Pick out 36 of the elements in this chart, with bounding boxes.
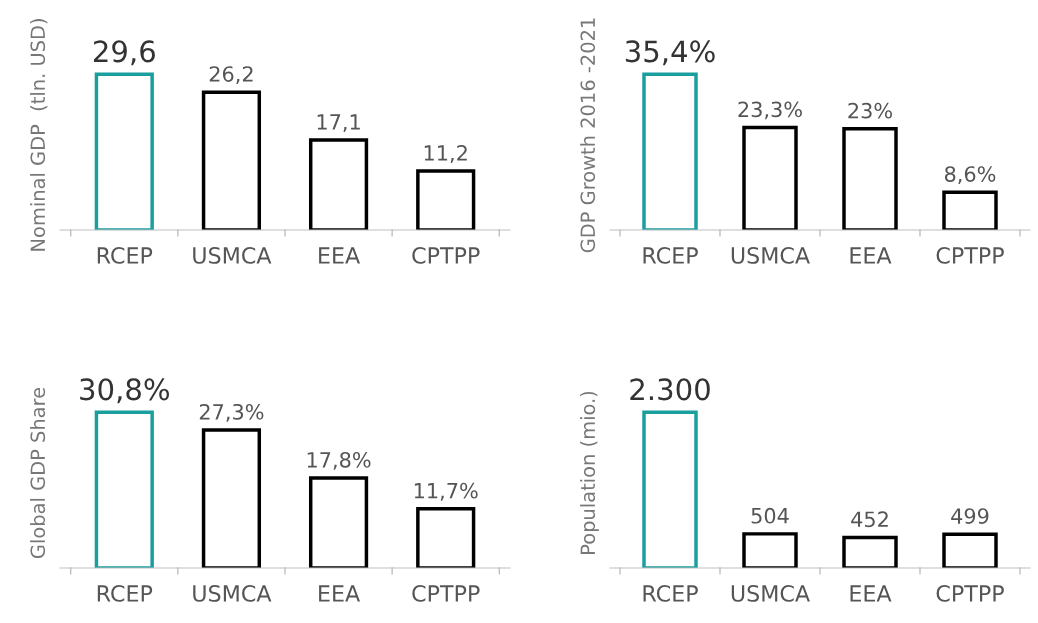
- data-label: 26,2: [209, 66, 253, 85]
- data-label: 30,8%: [80, 378, 169, 404]
- data-label: 504: [751, 507, 789, 524]
- x-tick-label: CPTPP: [936, 247, 1004, 264]
- y-axis-title: GDP Growth 2016 -2021: [580, 18, 596, 253]
- x-tick-label: EEA: [850, 585, 892, 602]
- x-tick-label: USMCA: [193, 247, 272, 264]
- x-tick-label: RCEP: [97, 585, 153, 602]
- data-label: 23,3%: [738, 101, 802, 120]
- x-tick-label: EEA: [319, 585, 361, 602]
- x-tick-label: USMCA: [731, 247, 810, 264]
- x-tick-label: RCEP: [97, 247, 153, 264]
- x-tick-label: USMCA: [193, 585, 272, 602]
- y-axis-title: Nominal GDP (tln. USD): [30, 19, 48, 251]
- x-tick-label: RCEP: [643, 585, 698, 602]
- y-axis-title: Population (mio.): [580, 391, 599, 554]
- x-tick-label: CPTPP: [412, 585, 480, 602]
- data-label: 29,6: [93, 40, 155, 66]
- data-label: 27,3%: [199, 403, 264, 422]
- x-tick-label: USMCA: [731, 585, 810, 602]
- data-label: 17,8%: [307, 451, 371, 470]
- x-tick-label: CPTPP: [412, 247, 480, 264]
- data-label: 35,4%: [625, 40, 715, 66]
- data-label: 11,2: [424, 145, 467, 163]
- data-label: 11,7%: [414, 482, 478, 501]
- data-label: 499: [951, 508, 989, 524]
- data-label: 452: [851, 511, 888, 528]
- x-tick-label: CPTPP: [936, 585, 1004, 602]
- x-tick-label: EEA: [319, 247, 361, 264]
- x-tick-label: EEA: [850, 247, 892, 264]
- data-label: 17,1: [317, 114, 360, 132]
- x-tick-label: RCEP: [643, 247, 698, 264]
- data-label: 23%: [848, 102, 892, 119]
- data-label: 2.300: [630, 378, 710, 401]
- y-axis-title: Global GDP Share: [30, 387, 46, 559]
- data-label: 8,6%: [944, 166, 996, 185]
